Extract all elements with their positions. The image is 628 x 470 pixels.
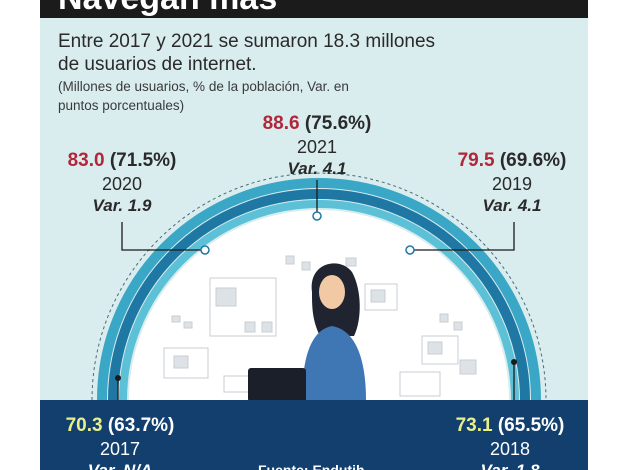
- person-body: [302, 326, 366, 400]
- window-block: [173, 355, 189, 369]
- label-value: 83.0: [67, 150, 105, 171]
- label-2018: 73.1 (65.5%) 2018 Var. 1.8: [442, 414, 578, 470]
- units-note: (Millones de usuarios, % de la población…: [58, 79, 349, 113]
- window-block: [453, 321, 463, 331]
- label-pct: (75.6%): [304, 113, 372, 134]
- window-block: [244, 321, 256, 333]
- window-block: [261, 321, 273, 333]
- window-block: [163, 347, 209, 379]
- ring-band-inner: [119, 200, 519, 401]
- label-year: 2020: [101, 174, 143, 194]
- label-pct: (71.5%): [109, 150, 177, 171]
- label-pct: (65.5%): [497, 415, 565, 436]
- label-2020: 83.0 (71.5%) 2020 Var. 1.9: [58, 149, 186, 217]
- label-year: 2018: [489, 439, 531, 459]
- marker-2020: [200, 245, 210, 255]
- window-block: [370, 289, 386, 303]
- source-note: Fuente: Endutih: [258, 462, 365, 470]
- arc-chart: [91, 172, 547, 410]
- label-2021: 88.6 (75.6%) 2021 Var. 4.1: [253, 112, 381, 180]
- label-value: 88.6: [262, 113, 300, 134]
- marker-2017: [115, 375, 121, 381]
- label-var: Var. 4.1: [287, 159, 347, 178]
- window-block: [439, 313, 449, 323]
- ring-band-outer: [97, 178, 541, 401]
- page-title: Navegan más: [58, 0, 277, 18]
- window-block: [285, 255, 295, 265]
- window-block: [301, 261, 311, 271]
- connector-2019: [410, 222, 515, 251]
- label-value-row: 79.5 (69.6%): [448, 149, 576, 173]
- ring-band-middle: [108, 189, 530, 401]
- connector-2020: [121, 222, 205, 251]
- label-year: 2019: [491, 174, 533, 194]
- window-block: [421, 335, 459, 365]
- window-block: [427, 341, 443, 355]
- subtitle: Entre 2017 y 2021 se sumaron 18.3 millon…: [58, 31, 436, 75]
- label-value-row: 73.1 (65.5%): [442, 414, 578, 438]
- label-var: Var. 1.8: [442, 460, 578, 470]
- label-value: 79.5: [457, 150, 495, 171]
- bottom-band: [40, 400, 588, 470]
- label-var: Var. 4.1: [482, 196, 542, 215]
- label-var: Var. N/A: [52, 460, 188, 470]
- label-2019: 79.5 (69.6%) 2019 Var. 4.1: [448, 149, 576, 217]
- label-year: 2021: [296, 137, 338, 157]
- label-year: 2017: [99, 439, 141, 459]
- markers: [115, 211, 517, 381]
- header-bar: Navegan más: [40, 0, 588, 18]
- label-value-row: 83.0 (71.5%): [58, 149, 186, 173]
- window-block: [215, 287, 237, 307]
- dashed-arc: [91, 172, 547, 401]
- window-block: [399, 371, 441, 397]
- person-face: [319, 275, 345, 309]
- marker-2019: [405, 245, 415, 255]
- window-block: [183, 321, 193, 329]
- label-value-row: 70.3 (63.7%): [52, 414, 188, 438]
- infographic: Navegan más Entre 2017 y 2021 se sumaron…: [40, 0, 588, 470]
- label-pct: (63.7%): [107, 415, 175, 436]
- window-block: [345, 257, 357, 267]
- decor-windows: [163, 255, 477, 397]
- label-value-row: 88.6 (75.6%): [253, 112, 381, 136]
- person-illustration: [248, 263, 366, 402]
- window-block: [171, 315, 181, 323]
- label-var: Var. 1.9: [92, 196, 152, 215]
- laptop-icon: [248, 368, 306, 402]
- label-pct: (69.6%): [499, 150, 567, 171]
- window-block: [459, 359, 477, 375]
- marker-2021: [312, 211, 322, 221]
- label-value: 73.1: [455, 415, 493, 436]
- label-2017: 70.3 (63.7%) 2017 Var. N/A: [52, 414, 188, 470]
- marker-2018: [511, 359, 517, 365]
- window-block: [223, 375, 251, 393]
- label-value: 70.3: [65, 415, 103, 436]
